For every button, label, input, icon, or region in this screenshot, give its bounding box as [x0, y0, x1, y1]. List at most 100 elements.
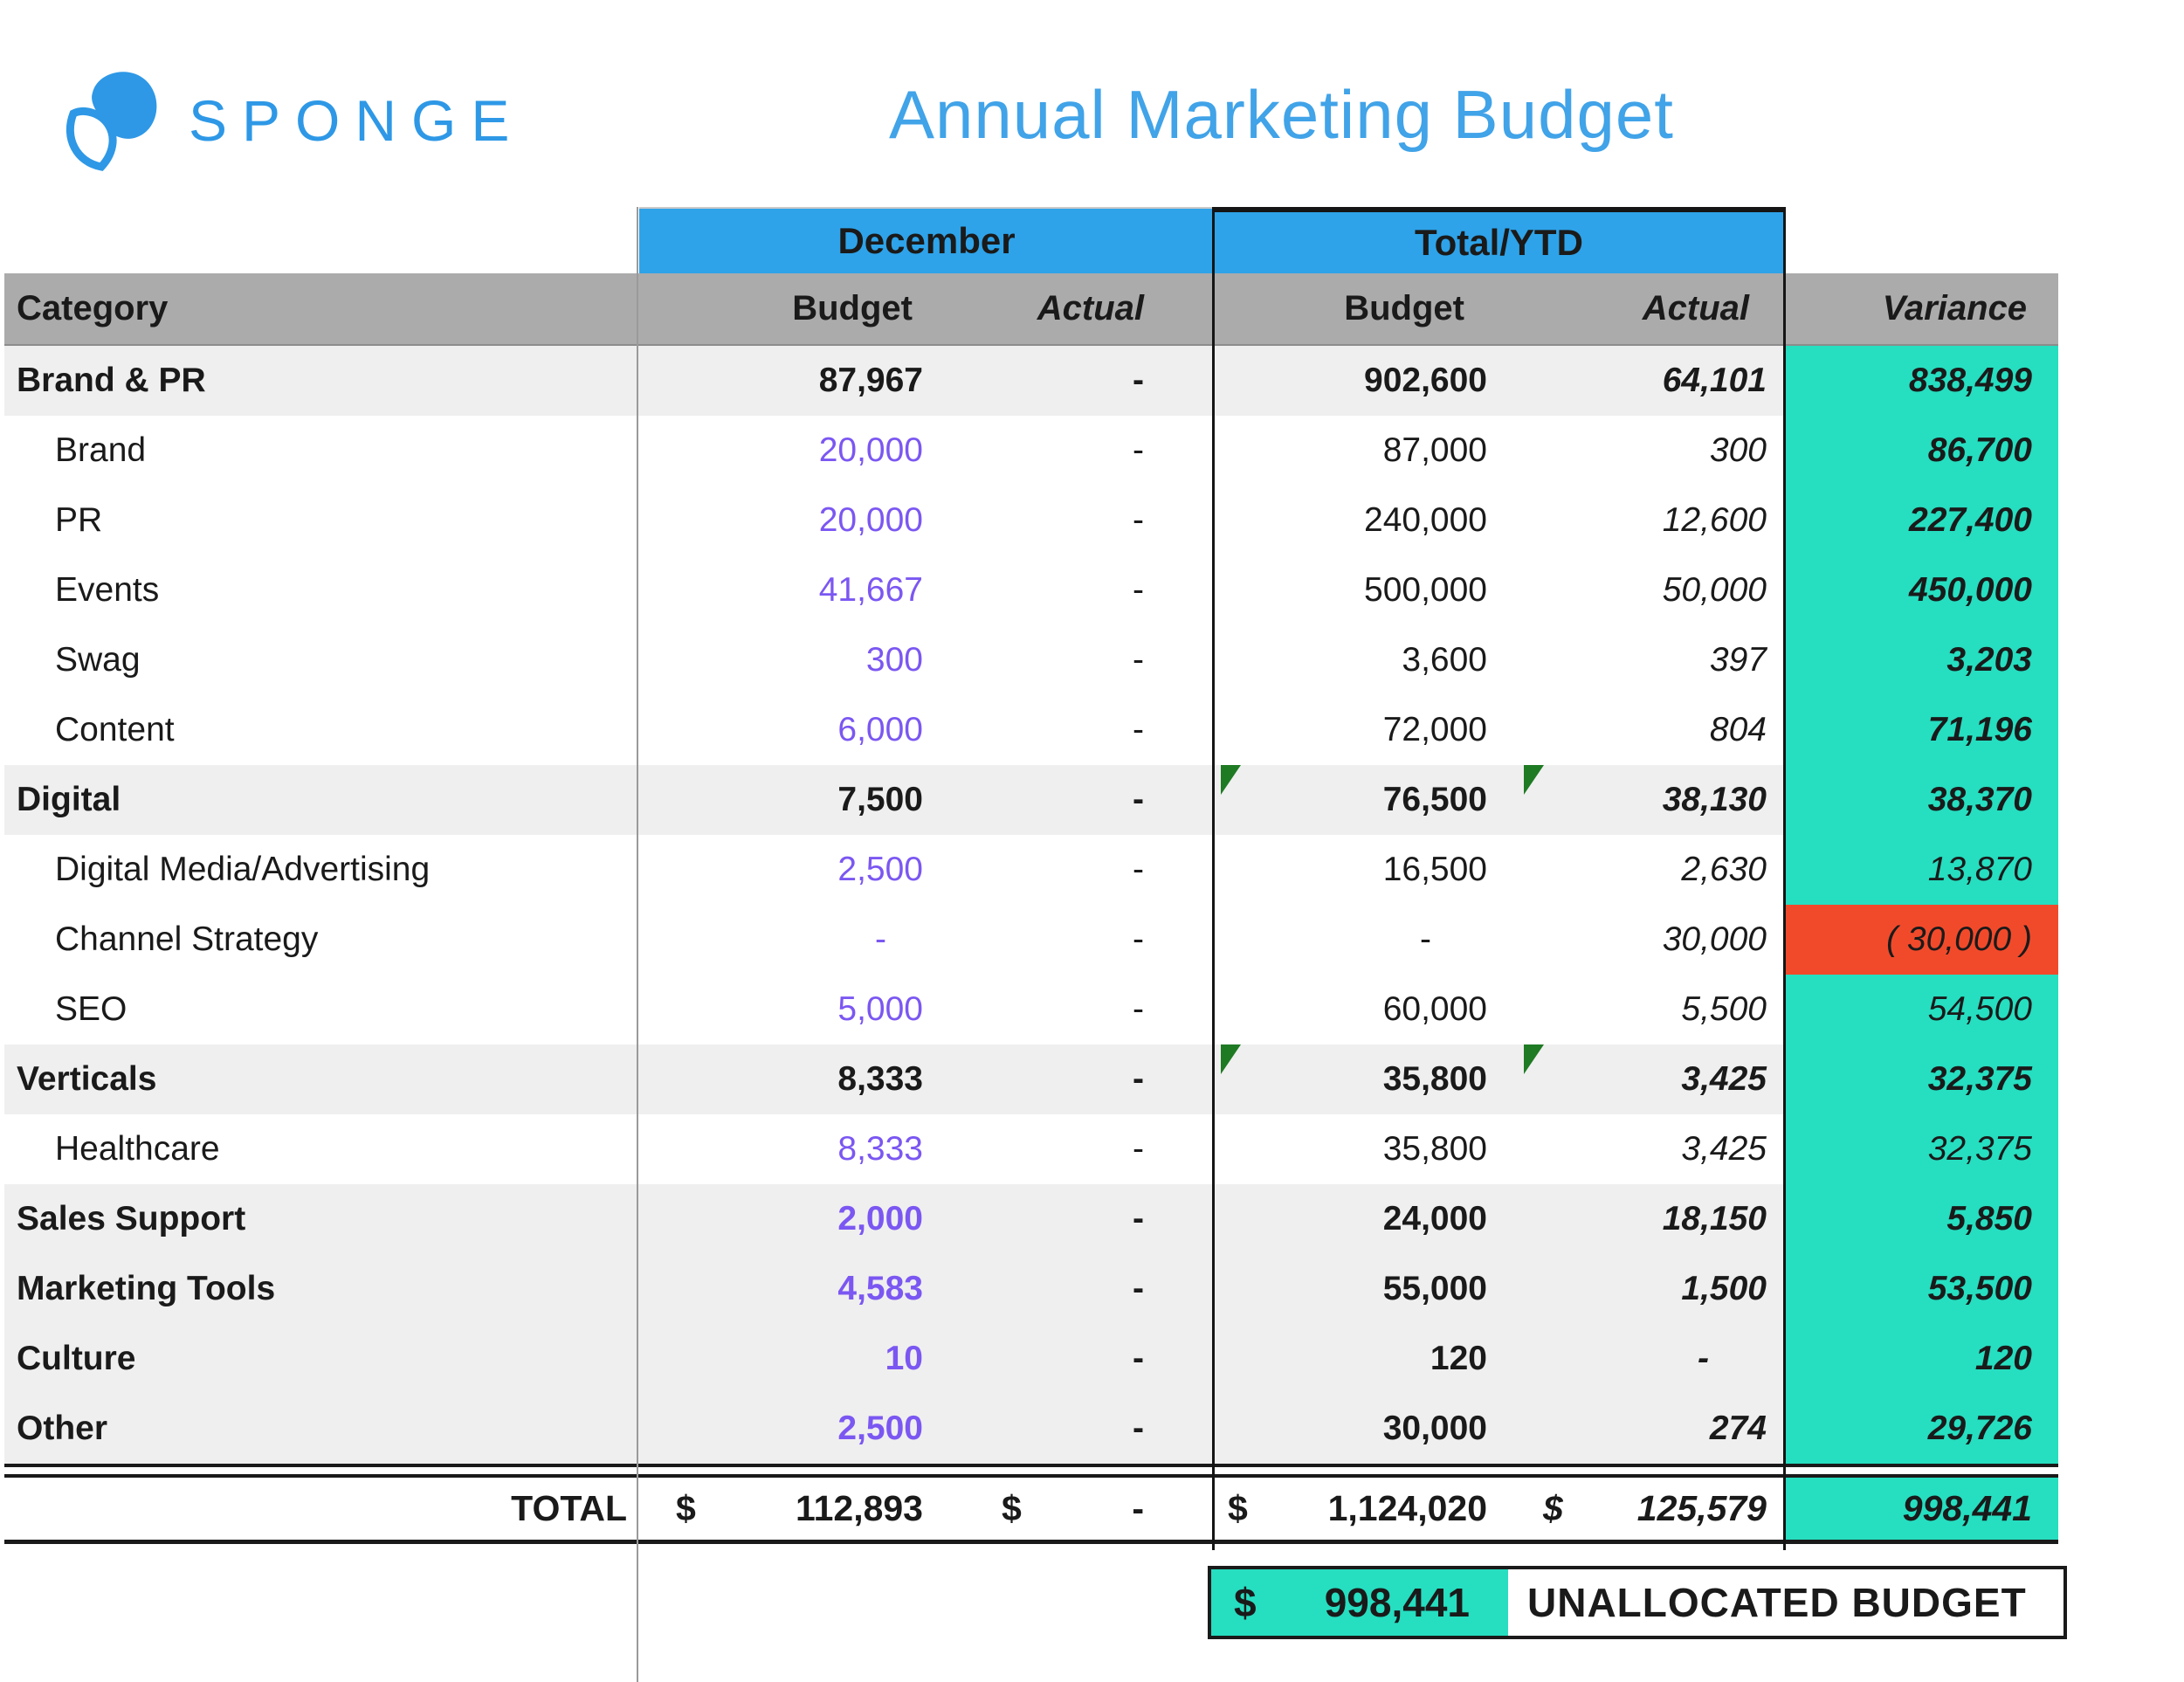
cell-flag-triangle-icon — [1221, 765, 1241, 795]
ytd-budget-value: 120 — [1430, 1340, 1487, 1377]
total-row: TOTAL $ 112,893 $ - $ 1,124,020 $ 125,57… — [4, 1478, 2058, 1544]
dec-budget-cell: 87,967 — [818, 362, 923, 399]
group-header-row: December Total/YTD — [4, 207, 2058, 273]
category-cell: Other — [17, 1410, 108, 1447]
column-header-variance: Variance — [1882, 289, 2027, 327]
ytd-actual-cell: 3,425 — [1517, 1114, 1784, 1184]
total-dec-budget: 112,893 — [796, 1488, 923, 1528]
ytd-budget-cell: 500,000 — [1214, 555, 1517, 625]
ytd-actual-cell: 5,500 — [1517, 975, 1784, 1044]
variance-left-rule — [1783, 207, 1786, 1550]
column-header-dec-actual: Actual — [1037, 289, 1144, 327]
ytd-budget-value: 60,000 — [1382, 990, 1487, 1028]
ytd-actual-value: 3,425 — [1681, 1060, 1767, 1098]
ytd-budget-value: 87,000 — [1382, 431, 1487, 469]
ytd-budget-value: 35,800 — [1382, 1130, 1487, 1168]
ytd-actual-cell: 3,425 — [1517, 1044, 1784, 1114]
dec-budget-cell: 10 — [885, 1340, 923, 1377]
ytd-budget-cell: 3,600 — [1214, 625, 1517, 695]
ytd-actual-cell: 397 — [1517, 625, 1784, 695]
table-row: Other 2,500 - 30,000 274 29,726 — [4, 1394, 2058, 1464]
currency-symbol: $ — [1543, 1488, 1563, 1528]
table-row: PR 20,000 - 240,000 12,600 227,400 — [4, 486, 2058, 555]
ytd-budget-cell: - — [1214, 905, 1517, 975]
column-header-dec-budget: Budget — [792, 289, 913, 327]
ytd-actual-value: 50,000 — [1662, 571, 1767, 609]
category-cell: Sales Support — [17, 1200, 246, 1237]
ytd-budget-cell: 35,800 — [1214, 1044, 1517, 1114]
dec-budget-cell: 2,000 — [837, 1200, 923, 1237]
category-cell: Swag — [55, 641, 141, 679]
category-cell: Brand — [55, 431, 147, 469]
category-cell: Content — [55, 711, 175, 748]
cell-flag-triangle-icon — [1524, 1044, 1544, 1074]
dec-budget-cell: 2,500 — [837, 851, 923, 888]
category-cell: Channel Strategy — [55, 920, 319, 958]
variance-cell: 32,375 — [1784, 1044, 2058, 1114]
table-row: Verticals 8,333 - 35,800 3,425 32,375 — [4, 1044, 2058, 1114]
category-column-rule — [637, 207, 638, 1682]
ytd-budget-value: 240,000 — [1364, 501, 1487, 539]
ytd-actual-value: 397 — [1709, 641, 1767, 679]
dec-actual-cell: - — [1133, 851, 1144, 888]
table-row: Swag 300 - 3,600 397 3,203 — [4, 625, 2058, 695]
variance-cell: 13,870 — [1784, 835, 2058, 905]
dec-budget-cell: 20,000 — [818, 501, 923, 539]
ytd-budget-value: 30,000 — [1382, 1410, 1487, 1447]
ytd-actual-cell: 18,150 — [1517, 1184, 1784, 1254]
variance-cell: 227,400 — [1784, 486, 2058, 555]
total-ytd-actual-cell: $ 125,579 — [1517, 1478, 1784, 1540]
table-row: Brand 20,000 - 87,000 300 86,700 — [4, 416, 2058, 486]
variance-cell: 53,500 — [1784, 1254, 2058, 1324]
total-variance: 998,441 — [1784, 1478, 2058, 1540]
ytd-actual-value: 18,150 — [1662, 1200, 1767, 1237]
total-label: TOTAL — [511, 1488, 627, 1528]
page-title: Annual Marketing Budget — [889, 76, 1674, 153]
category-cell: Verticals — [17, 1060, 157, 1098]
logo-text: SPONGE — [189, 88, 525, 153]
ytd-budget-cell: 16,500 — [1214, 835, 1517, 905]
dec-actual-cell: - — [1133, 990, 1144, 1028]
currency-symbol: $ — [1234, 1580, 1257, 1625]
sponge-logo-icon — [59, 63, 171, 179]
variance-cell: 38,370 — [1784, 765, 2058, 835]
dec-actual-cell: - — [1133, 1270, 1144, 1307]
unallocated-amount: 998,441 — [1324, 1580, 1470, 1625]
variance-cell: 3,203 — [1784, 625, 2058, 695]
dec-budget-cell: 4,583 — [837, 1270, 923, 1307]
ytd-actual-value: 3,425 — [1681, 1130, 1767, 1168]
dec-actual-cell: - — [1133, 1060, 1144, 1098]
column-header-ytd-budget: Budget — [1344, 289, 1464, 327]
ytd-budget-value: 72,000 — [1382, 711, 1487, 748]
ytd-budget-value: 35,800 — [1382, 1060, 1487, 1098]
ytd-actual-cell: 1,500 — [1517, 1254, 1784, 1324]
dec-actual-cell: - — [1133, 1340, 1144, 1377]
dec-budget-cell: - — [875, 920, 886, 958]
currency-symbol: $ — [1228, 1488, 1248, 1528]
group-header-december: December — [639, 207, 1214, 273]
ytd-budget-cell: 24,000 — [1214, 1184, 1517, 1254]
ytd-budget-value: 24,000 — [1382, 1200, 1487, 1237]
ytd-actual-value: 38,130 — [1662, 781, 1767, 818]
ytd-budget-value: 76,500 — [1382, 781, 1487, 818]
ytd-actual-cell: 12,600 — [1517, 486, 1784, 555]
dec-actual-cell: - — [1133, 1130, 1144, 1168]
ytd-budget-value: 902,600 — [1364, 362, 1487, 399]
cell-flag-triangle-icon — [1524, 765, 1544, 795]
table-body: Brand & PR 87,967 - 902,600 64,101 838,4… — [4, 346, 2058, 1464]
variance-cell: 86,700 — [1784, 416, 2058, 486]
ytd-budget-value: 3,600 — [1402, 641, 1487, 679]
ytd-budget-cell: 55,000 — [1214, 1254, 1517, 1324]
ytd-actual-cell: 804 — [1517, 695, 1784, 765]
dec-budget-cell: 300 — [865, 641, 923, 679]
category-cell: Digital — [17, 781, 121, 818]
dec-actual-cell: - — [1133, 362, 1144, 399]
dec-budget-cell: 8,333 — [837, 1060, 923, 1098]
variance-cell: 29,726 — [1784, 1394, 2058, 1464]
ytd-budget-cell: 87,000 — [1214, 416, 1517, 486]
category-cell: SEO — [55, 990, 127, 1028]
ytd-actual-value: 2,630 — [1681, 851, 1767, 888]
total-ytd-actual: 125,579 — [1636, 1488, 1767, 1528]
category-cell: Marketing Tools — [17, 1270, 276, 1307]
variance-cell: 5,850 — [1784, 1184, 2058, 1254]
